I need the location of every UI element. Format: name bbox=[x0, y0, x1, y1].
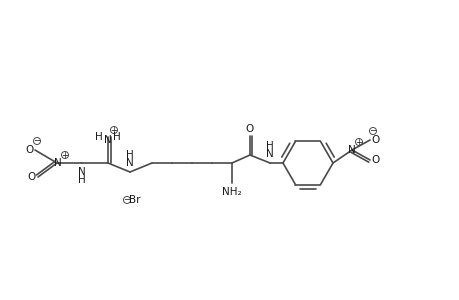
Text: H: H bbox=[266, 141, 273, 151]
Text: Br: Br bbox=[129, 195, 140, 205]
Text: H: H bbox=[113, 132, 121, 142]
Text: N: N bbox=[266, 149, 273, 159]
Text: +: + bbox=[62, 151, 68, 160]
Text: O: O bbox=[246, 124, 253, 134]
Text: −: − bbox=[369, 127, 375, 136]
Text: O: O bbox=[28, 172, 36, 182]
Text: +: + bbox=[355, 137, 362, 146]
Text: N: N bbox=[78, 167, 86, 177]
Text: H: H bbox=[95, 132, 103, 142]
Text: O: O bbox=[26, 145, 34, 155]
Text: N: N bbox=[347, 145, 355, 155]
Text: −: − bbox=[123, 196, 130, 205]
Text: H: H bbox=[78, 175, 86, 185]
Text: NH₂: NH₂ bbox=[222, 187, 241, 197]
Text: N: N bbox=[104, 135, 112, 145]
Text: −: − bbox=[34, 136, 40, 146]
Text: H: H bbox=[126, 150, 134, 160]
Text: N: N bbox=[54, 158, 62, 168]
Text: +: + bbox=[110, 125, 117, 134]
Text: N: N bbox=[126, 158, 134, 168]
Text: O: O bbox=[371, 155, 379, 165]
Text: O: O bbox=[371, 135, 379, 145]
